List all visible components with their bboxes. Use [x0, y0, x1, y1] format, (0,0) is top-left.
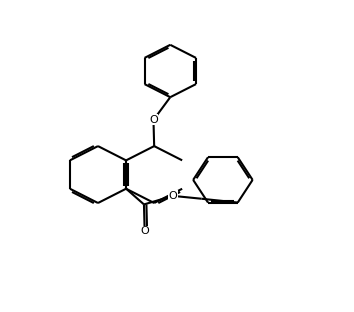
Text: O: O: [140, 227, 149, 236]
Text: O: O: [149, 115, 158, 125]
Text: O: O: [169, 191, 177, 201]
